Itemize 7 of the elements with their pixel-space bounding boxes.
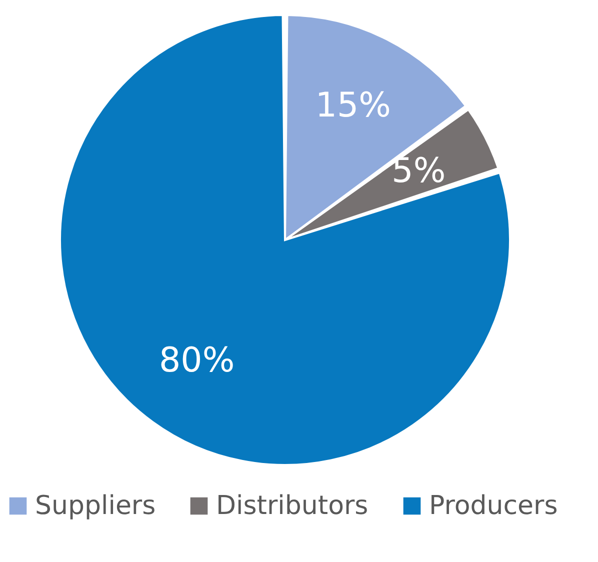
legend-label: Distributors — [216, 491, 368, 521]
data-label: 5% — [392, 150, 446, 191]
pie-slice — [59, 14, 511, 466]
data-label: 80% — [159, 340, 235, 380]
legend-label: Suppliers — [35, 491, 156, 521]
data-label: 15% — [315, 85, 391, 126]
legend-label: Producers — [429, 491, 558, 521]
